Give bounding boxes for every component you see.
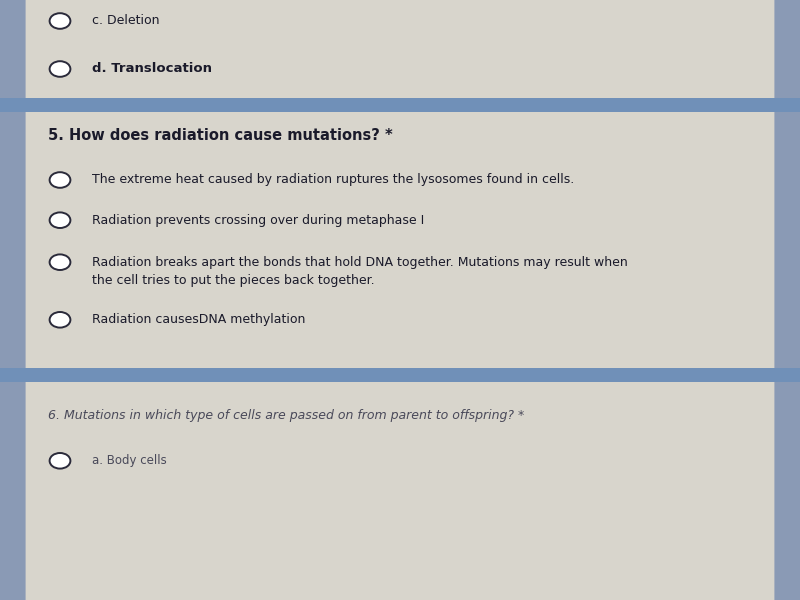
Circle shape	[50, 312, 70, 328]
Text: a. Body cells: a. Body cells	[92, 454, 166, 467]
Circle shape	[50, 61, 70, 77]
Text: 6. Mutations in which type of cells are passed on from parent to offspring? *: 6. Mutations in which type of cells are …	[48, 409, 524, 422]
Circle shape	[50, 453, 70, 469]
Circle shape	[50, 172, 70, 188]
Bar	[0, 98, 800, 112]
Text: Radiation prevents crossing over during metaphase I: Radiation prevents crossing over during …	[92, 214, 424, 227]
FancyBboxPatch shape	[26, 100, 774, 377]
Circle shape	[50, 13, 70, 29]
Circle shape	[50, 212, 70, 228]
Text: c. Deletion: c. Deletion	[92, 14, 159, 28]
Bar	[0, 368, 800, 382]
Text: Radiation causes​DNA methylation: Radiation causes​DNA methylation	[92, 313, 306, 326]
Text: The extreme heat caused by radiation ruptures the lysosomes found in cells.: The extreme heat caused by radiation rup…	[92, 173, 574, 187]
FancyBboxPatch shape	[26, 370, 774, 600]
Text: the cell tries to put the pieces back together.: the cell tries to put the pieces back to…	[92, 274, 374, 287]
Text: 5. How does radiation cause mutations? *: 5. How does radiation cause mutations? *	[48, 127, 393, 142]
FancyBboxPatch shape	[26, 0, 774, 107]
Text: Radiation breaks apart the bonds that hold DNA together. Mutations may result wh: Radiation breaks apart the bonds that ho…	[92, 256, 628, 269]
Circle shape	[50, 254, 70, 270]
Text: d. Translocation: d. Translocation	[92, 62, 212, 76]
